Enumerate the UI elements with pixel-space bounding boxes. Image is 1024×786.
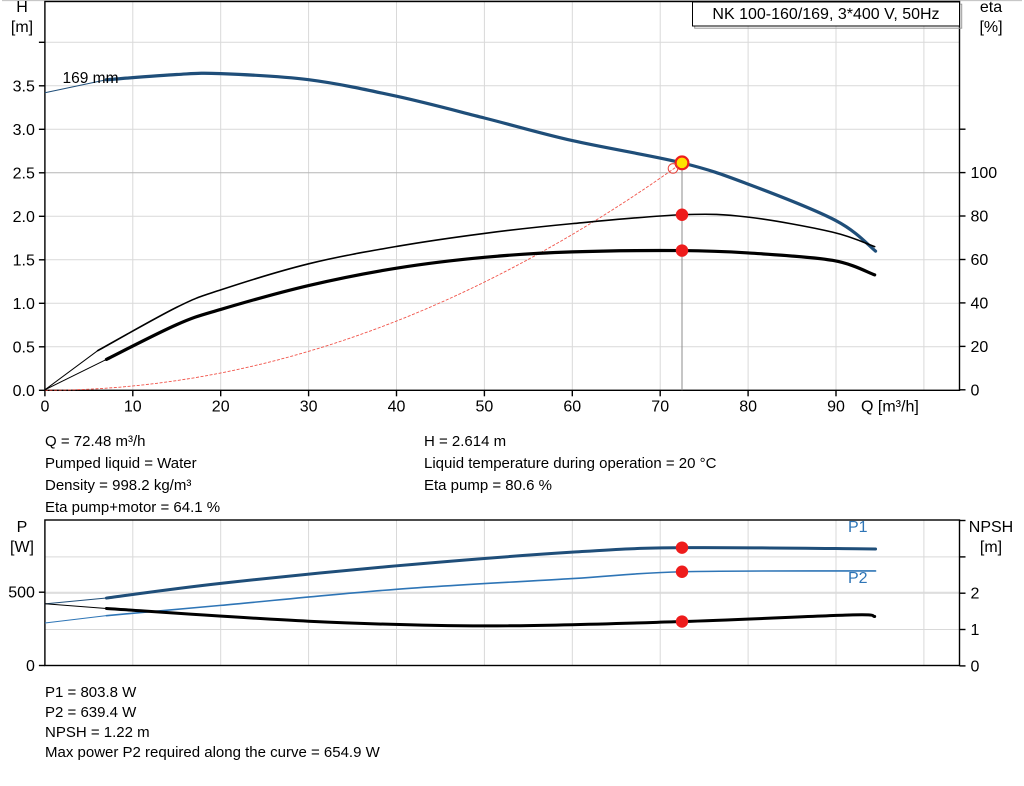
svg-text:80: 80 [971, 209, 989, 226]
svg-text:20: 20 [971, 339, 989, 356]
svg-text:P1: P1 [848, 519, 868, 536]
svg-text:0.0: 0.0 [13, 383, 35, 400]
svg-text:3.5: 3.5 [13, 78, 35, 95]
svg-text:40: 40 [971, 295, 989, 312]
svg-text:60: 60 [563, 398, 581, 415]
svg-text:40: 40 [388, 398, 406, 415]
svg-text:100: 100 [971, 165, 998, 182]
svg-text:0: 0 [971, 658, 980, 675]
svg-text:Q [m³/h]: Q [m³/h] [861, 398, 919, 415]
svg-text:50: 50 [476, 398, 494, 415]
svg-text:0.5: 0.5 [13, 339, 35, 356]
svg-text:NK 100-160/169, 3*400 V, 50Hz: NK 100-160/169, 3*400 V, 50Hz [712, 6, 939, 23]
svg-text:1.0: 1.0 [13, 296, 35, 313]
svg-text:60: 60 [971, 252, 989, 269]
svg-text:1.5: 1.5 [13, 252, 35, 269]
svg-text:NPSH: NPSH [969, 519, 1013, 536]
svg-text:20: 20 [212, 398, 230, 415]
svg-text:[%]: [%] [979, 19, 1002, 36]
svg-text:500: 500 [8, 585, 35, 602]
svg-text:[m]: [m] [980, 539, 1002, 556]
svg-text:0: 0 [971, 382, 980, 399]
svg-text:2.0: 2.0 [13, 209, 35, 226]
svg-text:1: 1 [971, 622, 980, 639]
svg-text:P2: P2 [848, 570, 868, 587]
svg-text:[W]: [W] [10, 539, 34, 556]
svg-text:70: 70 [651, 398, 669, 415]
svg-text:30: 30 [300, 398, 318, 415]
svg-text:80: 80 [739, 398, 757, 415]
svg-text:0: 0 [40, 398, 49, 415]
svg-text:0: 0 [26, 658, 35, 675]
svg-text:3.0: 3.0 [13, 122, 35, 139]
svg-text:2.5: 2.5 [13, 165, 35, 182]
svg-text:H: H [16, 0, 28, 16]
svg-text:169 mm: 169 mm [63, 70, 119, 87]
svg-text:2: 2 [971, 586, 980, 603]
svg-text:[m]: [m] [11, 19, 33, 36]
svg-text:eta: eta [980, 0, 1002, 16]
svg-text:90: 90 [827, 398, 845, 415]
svg-text:P: P [17, 519, 28, 536]
svg-text:10: 10 [124, 398, 142, 415]
